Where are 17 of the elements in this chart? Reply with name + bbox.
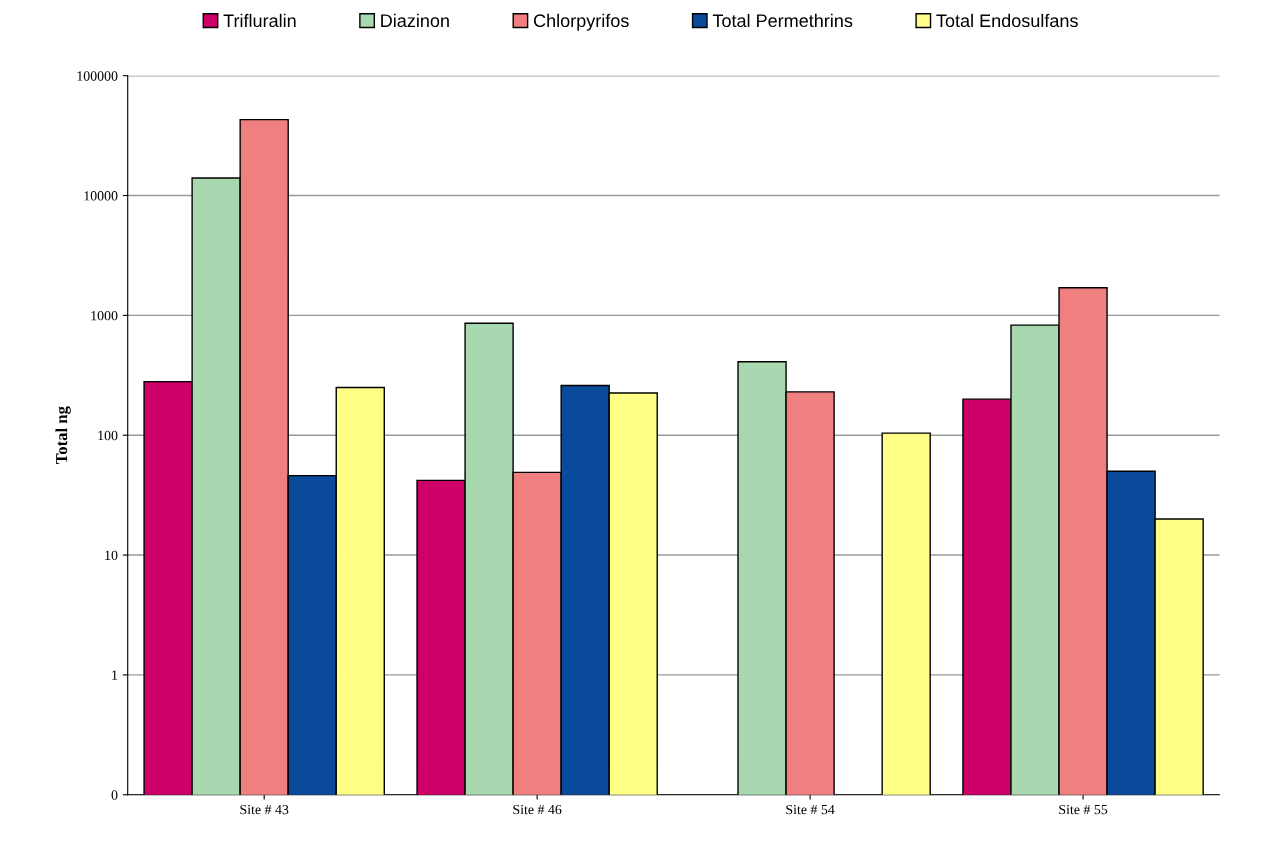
- x-tick-label: Site # 46: [513, 804, 562, 815]
- legend-label: Trifluralin: [223, 13, 296, 28]
- legend-label: Total Permethrins: [712, 13, 853, 28]
- y-axis-title: Total ng: [55, 406, 71, 465]
- y-tick-label: 100: [98, 430, 118, 441]
- y-tick-label: 0: [111, 790, 118, 800]
- x-tick-label: Site # 55: [1059, 804, 1108, 815]
- legend-label: Total Endosulfans: [936, 13, 1078, 28]
- legend-label: Diazinon: [381, 13, 449, 28]
- x-tick-label: Site # 43: [240, 804, 289, 815]
- y-tick-label: 10000: [84, 191, 118, 201]
- legend-label: Chlorpyrifos: [533, 13, 629, 31]
- x-tick-label: Site # 54: [786, 804, 835, 815]
- y-tick-label: 1000: [91, 310, 118, 321]
- y-tick-label: 100000: [77, 71, 118, 81]
- y-tick-label: 1: [112, 670, 118, 680]
- y-tick-label: 10: [105, 550, 118, 561]
